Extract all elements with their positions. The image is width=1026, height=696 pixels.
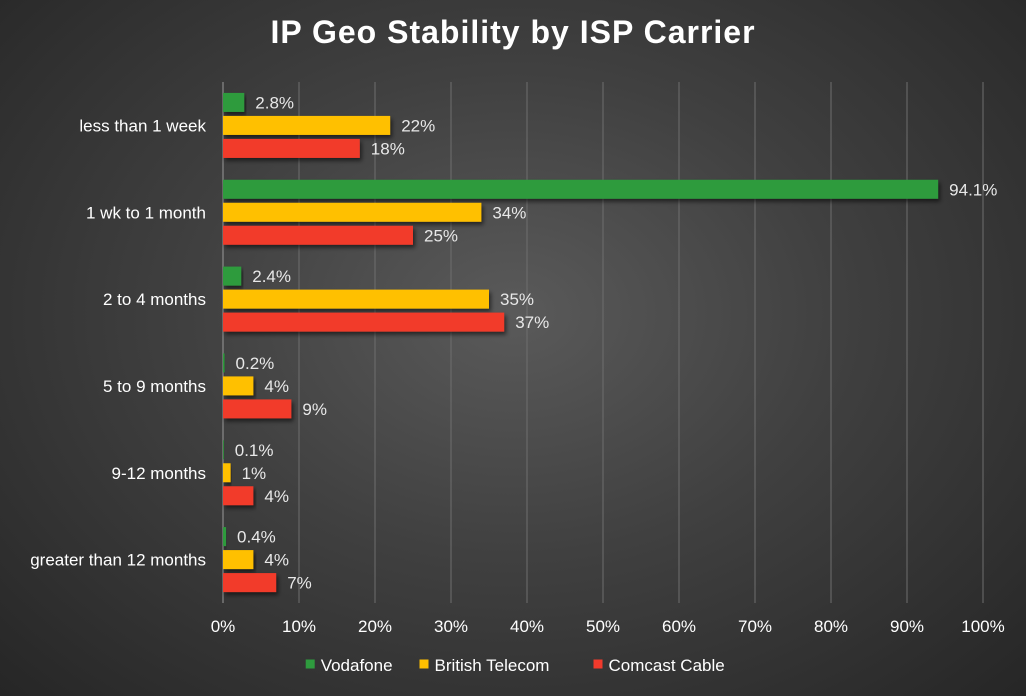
category-labels: less than 1 week 1 wk to 1 month 2 to 4 mo… xyxy=(30,116,206,569)
bar xyxy=(223,399,292,419)
x-tick-label: 80% xyxy=(814,617,848,636)
data-label: 94.1% xyxy=(949,180,997,199)
data-label: 22% xyxy=(401,116,435,135)
category-label: 1 wk to 1 month xyxy=(86,203,206,222)
data-label: 35% xyxy=(500,290,534,309)
bar xyxy=(223,179,939,199)
data-label: 34% xyxy=(492,203,526,222)
x-tick-label: 50% xyxy=(586,617,620,636)
data-labels: 2.8% 22% 18% 94.1% 34% 25% 2.4% 35% 37% 0.2% 4% 9% 0… xyxy=(235,93,998,592)
data-label: 4% xyxy=(264,487,289,506)
data-label: 4% xyxy=(264,377,289,396)
data-label: 4% xyxy=(264,551,289,570)
x-tick-label: 60% xyxy=(662,617,696,636)
chart-title: IP Geo Stability by ISP Carrier xyxy=(270,14,756,50)
bar xyxy=(223,225,413,245)
x-tick-label: 40% xyxy=(510,617,544,636)
bar xyxy=(223,115,391,135)
data-label: 1% xyxy=(242,464,267,483)
data-label: 25% xyxy=(424,226,458,245)
bar xyxy=(223,138,360,158)
legend-label: Comcast Cable xyxy=(609,656,725,675)
bar xyxy=(223,353,225,373)
bar xyxy=(223,289,489,309)
category-label: 2 to 4 months xyxy=(103,290,206,309)
bar xyxy=(223,202,482,222)
bar xyxy=(223,463,231,483)
category-label: less than 1 week xyxy=(79,116,206,135)
x-tick-label: 10% xyxy=(282,617,316,636)
legend-label: Vodafone xyxy=(321,656,393,675)
data-label: 7% xyxy=(287,574,312,593)
legend-swatch xyxy=(305,659,315,669)
x-tick-label: 90% xyxy=(890,617,924,636)
x-tick-label: 100% xyxy=(961,617,1004,636)
legend: Vodafone British Telecom Comcast Cable xyxy=(305,656,725,675)
bars xyxy=(223,92,939,593)
data-label: 2.4% xyxy=(252,267,291,286)
bar xyxy=(223,486,254,506)
category-label: greater than 12 months xyxy=(30,551,206,570)
category-label: 5 to 9 months xyxy=(103,377,206,396)
bar xyxy=(223,312,505,332)
x-tick-labels: 0% 10% 20% 30% 40% 50% 60% 70% 80% 90% 100% xyxy=(211,617,1005,636)
bar xyxy=(223,573,277,593)
data-label: 0.4% xyxy=(237,528,276,547)
data-label: 37% xyxy=(515,313,549,332)
x-tick-label: 20% xyxy=(358,617,392,636)
bar xyxy=(223,266,242,286)
data-label: 2.8% xyxy=(255,93,294,112)
bar xyxy=(223,550,254,570)
legend-swatch xyxy=(593,659,603,669)
bar xyxy=(223,440,224,460)
data-label: 0.1% xyxy=(235,441,274,460)
data-label: 0.2% xyxy=(236,354,275,373)
category-label: 9-12 months xyxy=(112,464,207,483)
x-tick-label: 70% xyxy=(738,617,772,636)
bar xyxy=(223,376,254,396)
legend-swatch xyxy=(419,659,429,669)
data-label: 18% xyxy=(371,139,405,158)
gridlines xyxy=(222,82,984,603)
legend-label: British Telecom xyxy=(435,656,550,675)
x-tick-label: 30% xyxy=(434,617,468,636)
bar xyxy=(223,527,227,547)
x-tick-label: 0% xyxy=(211,617,236,636)
data-label: 9% xyxy=(302,400,327,419)
bar xyxy=(223,92,245,112)
